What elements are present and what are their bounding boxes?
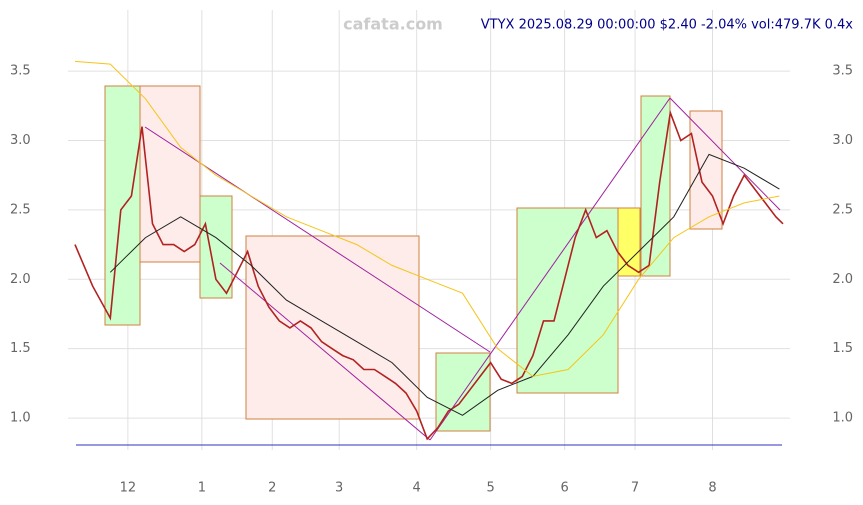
zones (76, 85, 782, 446)
x-tick-label: 6 (560, 481, 568, 496)
y-tick-label: 2.0 (10, 272, 31, 287)
x-tick-label: 1 (198, 481, 206, 496)
y-tick-label: 2.5 (10, 202, 31, 217)
price-line (74, 109, 784, 441)
y-tick-label: 3.0 (10, 133, 31, 148)
x-tick-label: 4 (413, 481, 421, 496)
zone (139, 85, 201, 263)
y-tick-label-right: 2.0 (832, 272, 853, 287)
trend-line (219, 262, 431, 441)
x-tick-label: 2 (268, 481, 276, 496)
y-tick-label: 1.0 (10, 411, 31, 426)
y-tick-label-right: 3.5 (832, 64, 853, 79)
y-tick-label: 3.5 (10, 64, 31, 79)
price-line (109, 153, 780, 416)
y-tick-label-right: 2.5 (832, 202, 853, 217)
trend-line (669, 97, 781, 211)
x-tick-label: 7 (631, 481, 639, 496)
x-tick-label: 8 (708, 481, 716, 496)
x-tick-label: 12 (120, 481, 137, 496)
price-line (74, 60, 780, 377)
y-tick-label: 1.5 (10, 341, 31, 356)
watermark: cafata.com (343, 15, 443, 34)
y-tick-label-right: 3.0 (832, 133, 853, 148)
y-tick-label-right: 1.5 (832, 341, 853, 356)
zone (640, 95, 671, 277)
trend-line (429, 97, 671, 441)
chart-title: VTYX 2025.08.29 00:00:00 $2.40 -2.04% vo… (481, 18, 854, 33)
x-tick-label: 5 (486, 481, 494, 496)
zone (104, 85, 141, 326)
zone (199, 195, 233, 299)
y-tick-label-right: 1.0 (832, 411, 853, 426)
zone (689, 110, 723, 230)
zone (516, 207, 619, 394)
x-tick-label: 3 (335, 481, 343, 496)
